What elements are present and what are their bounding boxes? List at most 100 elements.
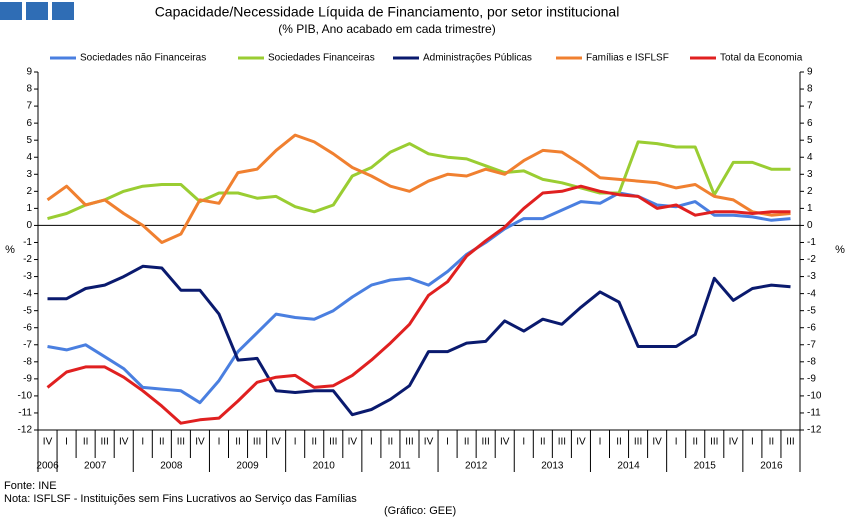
y2-tick-label: -4 [807,288,816,299]
y-tick-label: 7 [26,101,32,112]
series-line [46,184,791,425]
source: Fonte: INE [4,480,57,492]
y2-tick-label: 7 [807,101,813,112]
year-label: 2014 [617,461,640,472]
year-label: 2011 [389,461,411,472]
y2-tick-label: -9 [807,373,816,384]
series-line [47,140,791,221]
year-label: 2015 [694,461,717,472]
year-label: 2012 [465,461,488,472]
x-tick-label: II [311,437,317,448]
y2-tick-label: 4 [807,152,813,163]
x-tick-label: II [616,437,622,448]
x-tick-label: III [177,437,185,448]
x-tick-label: I [65,437,68,448]
x-tick-label: II [388,437,394,448]
y-tick-label: 0 [26,220,32,231]
y2-tick-label: -1 [807,237,816,248]
y2-tick-label: -12 [807,425,822,436]
x-tick-label: IV [652,437,662,448]
x-tick-label: II [83,437,89,448]
x-tick-label: IV [195,437,205,448]
x-tick-label: III [101,437,109,448]
chart-subtitle: (% PIB, Ano acabado em cada trimestre) [278,22,495,36]
x-tick-label: III [710,437,718,448]
logo-block [52,2,74,20]
credit: (Gráfico: GEE) [384,505,456,517]
y-tick-label: -2 [23,254,32,265]
legend-label: Administrações Públicas [423,53,532,64]
legend-label: Total da Economia [720,53,803,64]
series-line [47,264,791,417]
legend-label: Sociedades não Financeiras [80,53,206,64]
y2-tick-label: -3 [807,271,816,282]
y2-tick-label: 9 [807,67,813,78]
year-label: 2016 [760,461,783,472]
x-tick-label: II [692,437,698,448]
y2-tick-label: 3 [807,169,813,180]
y-tick-label: -3 [23,271,32,282]
logo-block [26,2,48,20]
x-tick-label: I [751,437,754,448]
x-tick-label: III [329,437,337,448]
y2-tick-label: -11 [807,408,821,419]
year-label: 2013 [541,461,564,472]
x-tick-label: II [769,437,775,448]
y2-tick-label: -5 [807,305,816,316]
y2-tick-label: -2 [807,254,816,265]
y-tick-label: -9 [23,373,32,384]
x-tick-label: IV [119,437,129,448]
y2-tick-label: -7 [807,339,816,350]
y2-axis-label: % [835,244,845,256]
x-tick-label: IV [576,437,586,448]
y-tick-label: -7 [23,339,32,350]
y2-tick-label: -8 [807,356,816,367]
legend-label: Famílias e ISFLSF [586,53,669,64]
series-line [46,133,791,244]
x-tick-label: IV [729,437,739,448]
year-label: 2006 [36,461,59,472]
x-tick-label: I [599,437,602,448]
year-label: 2009 [236,461,259,472]
x-tick-label: I [294,437,297,448]
x-tick-label: IV [424,437,434,448]
y-tick-label: 3 [26,169,32,180]
chart-title: Capacidade/Necessidade Líquida de Financ… [155,4,620,20]
y2-tick-label: 5 [807,135,813,146]
legend-label: Sociedades Financeiras [268,53,375,64]
x-tick-label: III [634,437,642,448]
y-tick-label: -1 [23,237,32,248]
x-tick-label: I [446,437,449,448]
x-tick-label: IV [271,437,281,448]
y-tick-label: 8 [26,84,32,95]
y-axis-label: % [5,244,15,256]
y-tick-label: 6 [26,118,32,129]
x-tick-label: IV [43,437,53,448]
x-tick-label: III [786,437,794,448]
y-tick-label: 2 [26,186,32,197]
y2-tick-label: 6 [807,118,813,129]
logo-block [0,2,22,20]
y-tick-label: 1 [26,203,32,214]
x-tick-label: IV [348,437,358,448]
y-tick-label: -6 [23,322,32,333]
x-tick-label: III [405,437,413,448]
y-tick-label: 9 [26,67,32,78]
y-tick-label: -5 [23,305,32,316]
y2-tick-label: 8 [807,84,813,95]
y2-tick-label: 0 [807,220,813,231]
y-tick-label: 4 [26,152,32,163]
x-tick-label: II [159,437,165,448]
x-tick-label: III [253,437,261,448]
x-tick-label: III [482,437,490,448]
x-tick-label: I [522,437,525,448]
y-tick-label: -11 [18,408,32,419]
year-label: 2007 [84,461,107,472]
x-tick-label: II [235,437,241,448]
y-tick-label: -10 [18,391,33,402]
x-tick-label: I [675,437,678,448]
y2-tick-label: 2 [807,186,813,197]
y-tick-label: -4 [23,288,32,299]
year-label: 2010 [313,461,336,472]
